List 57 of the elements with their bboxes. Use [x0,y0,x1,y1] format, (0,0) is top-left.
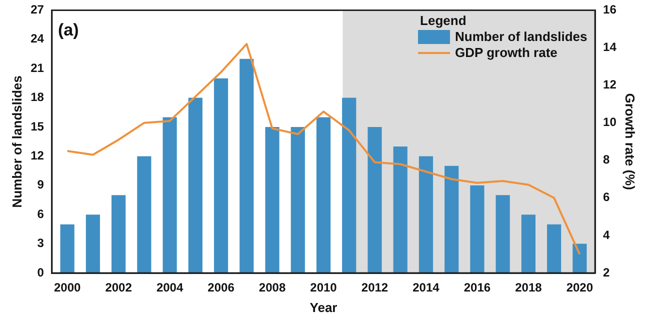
y-tick-label: 21 [30,60,44,75]
bar [496,195,510,273]
x-tick-label: 2006 [208,280,235,295]
y-tick-label: 12 [30,148,44,163]
y2-tick-label: 6 [603,190,610,204]
bar [214,78,228,273]
legend-label: GDP growth rate [455,45,558,62]
y2-tick-label: 4 [603,228,610,242]
y2-axis-title: Growth rate (%) [622,93,638,190]
y-tick-label: 27 [30,2,44,17]
bar [572,244,587,273]
bar [393,146,408,273]
bar [60,224,74,273]
bar [240,58,254,273]
y-tick-label: 9 [37,178,44,192]
x-tick-label: 2000 [54,280,81,295]
y2-tick-label: 8 [603,152,610,167]
y-tick-label: 24 [30,32,44,46]
x-tick-label: 2016 [464,280,491,295]
bar [290,127,305,273]
x-tick-label: 2010 [310,280,338,295]
bar [137,156,152,273]
y2-tick-label: 12 [603,78,617,92]
annotation: (a) [58,20,79,40]
y-axis-title: Number of landslides [9,76,24,208]
x-tick-label: 2004 [156,280,184,295]
y-tick-label: 6 [37,206,44,221]
bar [316,117,331,273]
x-tick-label: 2014 [412,280,440,295]
bar [188,98,202,273]
y-tick-label: 15 [30,119,44,134]
bar [162,117,177,273]
y-tick-label: 0 [37,265,44,280]
legend-title: Legend [420,13,468,30]
x-tick-label: 2020 [566,280,594,295]
y2-tick-label: 14 [603,40,617,54]
bar [265,127,280,273]
bar [112,195,126,273]
bar [470,185,484,273]
x-tick-label: 2018 [515,280,542,295]
x-tick-label: 2008 [258,280,286,295]
x-tick-label: 2002 [105,280,132,295]
y2-tick-label: 10 [603,115,617,130]
y-tick-label: 18 [30,90,44,104]
x-axis-title: Year [310,300,338,315]
bar [342,98,356,273]
bar [547,224,562,273]
bar [418,156,434,273]
y2-tick-label: 16 [603,2,617,17]
bar [444,166,459,273]
y-tick-label: 3 [37,236,44,250]
y2-tick-label: 2 [603,265,610,280]
bar [86,214,100,273]
legend-label: Number of landslides [455,29,588,46]
bar [521,214,536,273]
x-tick-label: 2012 [361,280,388,295]
bar [368,127,382,273]
